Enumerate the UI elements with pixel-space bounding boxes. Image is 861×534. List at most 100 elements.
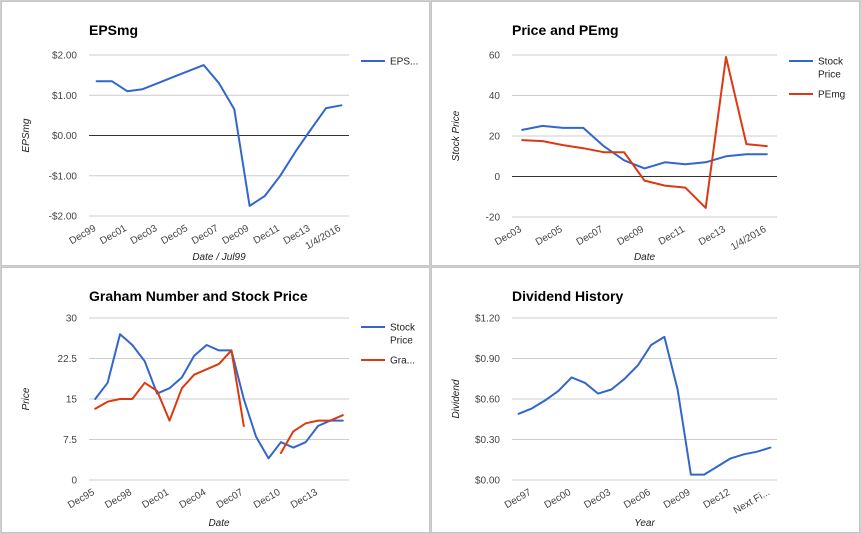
dividend-chart-panel: Dividend History $1.20 $0.90 $0.60 $0.30 $0.0…	[431, 267, 860, 533]
y-axis-title: Price	[21, 387, 32, 410]
data-point	[144, 360, 146, 362]
data-point	[218, 349, 220, 351]
chart-title: EPSmg	[89, 22, 138, 38]
chart-title: Graham Number and Stock Price	[89, 288, 308, 304]
data-point	[280, 452, 282, 454]
chart-svg: Graham Number and Stock Price 30 22.5 15 7.5…	[21, 288, 416, 529]
data-point	[531, 407, 533, 409]
data-point	[111, 80, 113, 82]
data-point	[156, 390, 158, 392]
x-tick-label: Dec98	[103, 487, 134, 511]
data-point	[205, 344, 207, 346]
data-point	[267, 457, 269, 459]
y-tick-label: 22.5	[58, 354, 78, 365]
series-line-primary	[521, 124, 768, 170]
x-tick-label: Dec95	[66, 487, 97, 511]
data-point	[562, 144, 564, 146]
data-point	[126, 90, 128, 92]
data-point	[193, 355, 195, 357]
data-point	[643, 179, 645, 181]
data-point	[725, 56, 727, 58]
data-point	[144, 382, 146, 384]
data-point	[584, 382, 586, 384]
x-tick-label: Dec07	[190, 223, 221, 247]
y-tick-label: $0.60	[475, 395, 500, 406]
data-point	[181, 376, 183, 378]
data-point	[623, 151, 625, 153]
data-point	[541, 125, 543, 127]
data-point	[582, 127, 584, 129]
data-point	[218, 82, 220, 84]
y-tick-label: $0.30	[475, 435, 500, 446]
x-tick-label: Dec03	[129, 223, 160, 247]
x-axis-title: Date	[634, 252, 656, 263]
data-point	[725, 155, 727, 157]
y-tick-label: 0	[494, 172, 500, 183]
data-point	[704, 207, 706, 209]
data-point	[292, 430, 294, 432]
y-tick-label: 20	[489, 132, 501, 143]
x-tick-label: Dec97	[503, 487, 534, 511]
data-point	[181, 387, 183, 389]
data-point	[603, 145, 605, 147]
x-tick-label: Dec03	[582, 487, 613, 511]
x-axis-title: Date / Jul99	[192, 252, 246, 263]
data-point	[517, 413, 519, 415]
data-point	[637, 364, 639, 366]
data-point	[610, 388, 612, 390]
x-tick-label: Dec01	[98, 223, 129, 247]
data-point	[203, 64, 205, 66]
data-point	[193, 374, 195, 376]
x-axis-title: Year	[634, 518, 655, 529]
x-tick-label: Dec09	[615, 224, 646, 248]
data-point	[131, 344, 133, 346]
data-point	[623, 159, 625, 161]
y-axis-title: Stock Price	[451, 110, 462, 161]
x-tick-label: Dec13	[697, 224, 728, 248]
data-point	[94, 408, 96, 410]
data-point	[582, 147, 584, 149]
data-point	[676, 388, 678, 390]
graham-chart-panel: Graham Number and Stock Price 30 22.5 15 7.5…	[1, 267, 430, 533]
y-tick-label: 40	[489, 91, 501, 102]
y-tick-label: -$2.00	[49, 212, 78, 223]
data-point	[280, 441, 282, 443]
data-point	[623, 378, 625, 380]
data-point	[131, 398, 133, 400]
data-point	[106, 401, 108, 403]
x-tick-label: Dec07	[215, 487, 246, 511]
data-point	[729, 457, 731, 459]
series-line-primary	[94, 333, 344, 460]
series-line-secondary	[94, 349, 344, 454]
legend-label-line: Price	[390, 336, 413, 347]
data-point	[187, 70, 189, 72]
legend-label: Stock Price	[818, 57, 844, 81]
y-tick-label: -20	[486, 213, 501, 224]
x-tick-label: Dec05	[159, 223, 190, 247]
data-point	[106, 382, 108, 384]
data-point	[664, 184, 666, 186]
data-point	[233, 108, 235, 110]
data-point	[541, 140, 543, 142]
data-point	[243, 425, 245, 427]
x-tick-label: Dec01	[140, 487, 171, 511]
legend-entry: EPS...	[361, 57, 418, 68]
legend-entry: Stock Price	[361, 323, 416, 347]
x-tick-label: Dec00	[543, 487, 574, 511]
data-point	[205, 368, 207, 370]
y-tick-label: -$1.00	[49, 171, 78, 182]
y-tick-label: $2.00	[52, 51, 77, 62]
y-axis-title: Dividend	[451, 379, 462, 418]
y-tick-label: $1.00	[52, 91, 77, 102]
x-axis-title: Date	[208, 518, 230, 529]
data-point	[304, 422, 306, 424]
legend-entry: Gra...	[361, 356, 415, 367]
data-point	[562, 127, 564, 129]
price-pe-chart-panel: Price and PEmg 60 40 20 0 -20 Dec03 Dec05 Dec07 D…	[431, 1, 860, 266]
data-point	[716, 465, 718, 467]
chart-title: Dividend History	[512, 288, 623, 304]
data-point	[603, 151, 605, 153]
data-point	[279, 175, 281, 177]
data-point	[168, 419, 170, 421]
data-point	[243, 398, 245, 400]
